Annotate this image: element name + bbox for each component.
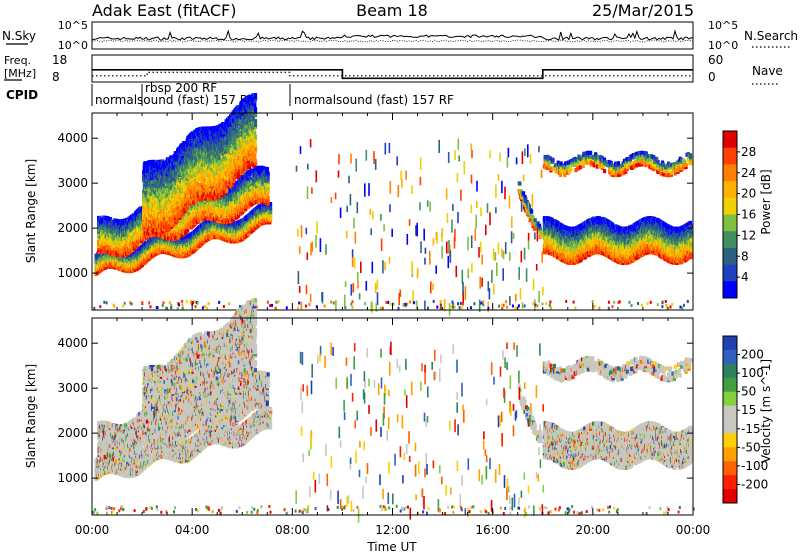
noise-sky-trace	[92, 31, 693, 40]
noise-left-tick-top: 10^5	[58, 19, 88, 32]
freq-label-2: [MHz]	[4, 67, 36, 80]
freq-tick-bottom: 8	[52, 70, 60, 84]
cpid-segment-0: normalsound (fast) 157 RF	[95, 93, 255, 107]
station-title: Adak East (fitACF)	[92, 1, 236, 20]
noise-panel: N.Sky 10^5 10^0 10^5 10^0 N.Search	[2, 19, 798, 52]
cpid-row: CPID rbsp 200 RF normalsound (fast) 157 …	[6, 81, 454, 107]
beam-title: Beam 18	[356, 1, 428, 20]
noise-left-label: N.Sky	[2, 29, 36, 43]
noise-right-label: N.Search	[744, 29, 798, 43]
echo-cell	[269, 206, 272, 210]
freq-label-1: Freq.	[4, 54, 31, 67]
noise-right-tick-bottom: 10^0	[708, 39, 738, 52]
nave-tick-bottom: 0	[708, 70, 716, 84]
date-title: 25/Mar/2015	[592, 1, 694, 20]
nave-label: Nave	[752, 64, 783, 78]
freq-tick-top: 18	[52, 53, 67, 67]
cpid-segment-2: normalsound (fast) 157 RF	[294, 93, 454, 107]
power-cells	[93, 93, 693, 316]
noise-panel-frame	[92, 22, 693, 49]
noise-left-tick-bottom: 10^0	[58, 39, 88, 52]
noise-right-tick-top: 10^5	[708, 19, 738, 32]
cpid-label: CPID	[6, 88, 38, 102]
rti-plot: Adak East (fitACF) Beam 18 25/Mar/2015 N…	[0, 0, 800, 554]
nave-trace	[92, 72, 693, 76]
freq-panel: Freq. [MHz] 18 8 60 0 Nave	[4, 53, 783, 84]
nave-tick-top: 60	[708, 53, 723, 67]
noise-search-trace	[92, 40, 693, 42]
freq-trace	[92, 70, 693, 79]
